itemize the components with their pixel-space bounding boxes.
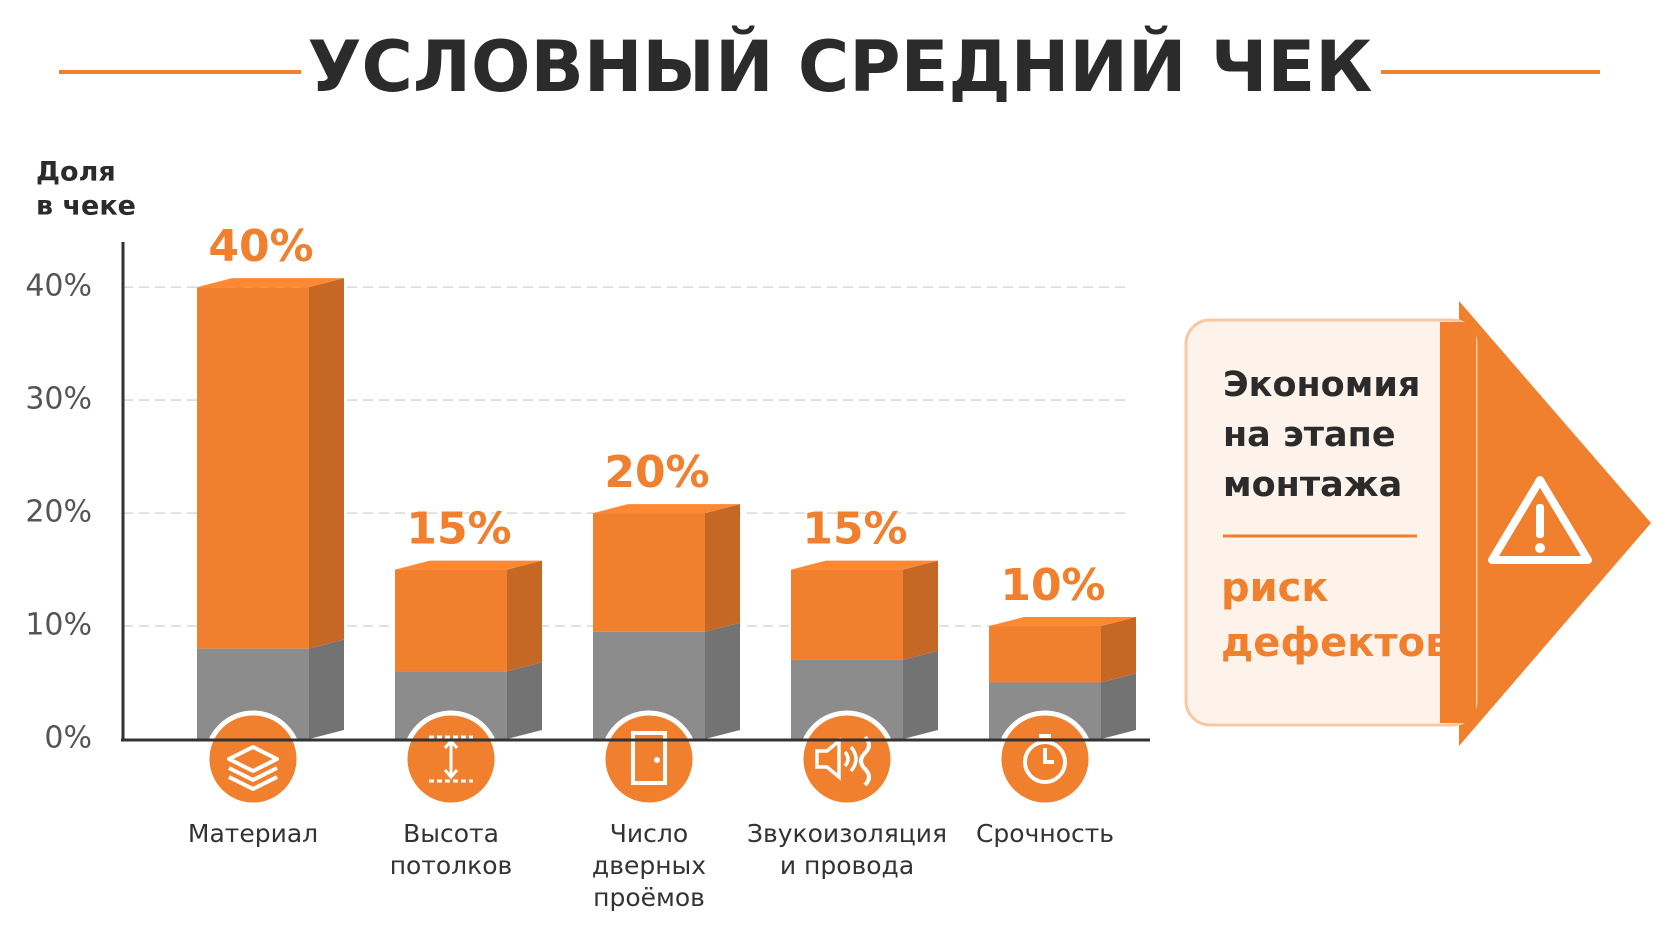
callout-arrow-body [1440, 322, 1476, 723]
y-axis-title: Доля [36, 157, 116, 188]
bar-segment-side [1101, 617, 1136, 683]
y-tick-label: 10% [25, 608, 92, 643]
callout-text: Экономия на этапе монтажа риск дефектов [1221, 365, 1450, 666]
bar-segment-side [507, 560, 542, 672]
category-icon-glyph [227, 745, 279, 791]
x-tick-label: и провода [780, 851, 914, 880]
x-tick-label: Звукоизоляция [747, 819, 947, 848]
chart-title: УСЛОВНЫЙ СРЕДНИЙ ЧЕК [308, 26, 1373, 108]
category-icon-glyph [631, 731, 667, 785]
y-tick-label: 0% [44, 721, 92, 756]
category-icon [204, 710, 302, 808]
bar-segment [197, 287, 309, 649]
bar-segment-side [507, 662, 542, 739]
x-tick-label: проёмов [593, 883, 705, 912]
category-icon-glyph [815, 735, 871, 787]
bar-top [989, 617, 1136, 627]
data-label: 15% [406, 504, 511, 555]
bar-segment-side [705, 504, 740, 632]
callout-highlight: риск [1221, 565, 1329, 611]
callout-arrow [1459, 301, 1651, 746]
callout-highlight: дефектов [1221, 620, 1450, 666]
x-tick-label: дверных [592, 851, 706, 880]
callout: Экономия на этапе монтажа риск дефектов [1184, 301, 1651, 746]
x-tick-label: Материал [188, 819, 318, 848]
bar-segment-side [705, 622, 740, 739]
data-label: 15% [802, 504, 907, 555]
x-tick-label: Срочность [976, 819, 1114, 848]
bar-segment [791, 569, 903, 660]
y-tick-label: 40% [25, 269, 92, 304]
x-tick-label: потолков [390, 851, 513, 880]
category-icon-glyph [1023, 734, 1067, 784]
bar-segment [593, 513, 705, 632]
data-label: 20% [604, 447, 709, 498]
x-tick-label: Высота [403, 819, 499, 848]
bar-segment-side [903, 560, 938, 660]
y-axis-title: в чеке [36, 191, 136, 222]
category-icon [600, 710, 698, 808]
plot: 0% 10% 20% 30% 40% 40% Материал 15% Высота потолк… [25, 221, 1136, 912]
y-tick-label: 20% [25, 495, 92, 530]
y-tick-label: 30% [25, 382, 92, 417]
bar-segment-side [309, 278, 344, 649]
bar-top [395, 560, 542, 570]
bar-segment-side [1101, 673, 1136, 739]
bar-top [593, 504, 740, 514]
data-label: 10% [1000, 560, 1105, 611]
callout-line: Экономия [1223, 365, 1420, 405]
bar-segment [989, 626, 1101, 683]
bar-top [197, 278, 344, 288]
data-label: 40% [208, 221, 313, 272]
bar-segment [395, 569, 507, 672]
bar-segment-side [903, 650, 938, 739]
callout-line: на этапе [1223, 415, 1396, 455]
bar-top [791, 560, 938, 570]
bar-segment-side [309, 639, 344, 739]
warning-icon [1488, 476, 1592, 564]
callout-line: монтажа [1223, 465, 1402, 505]
x-tick-label: Число [610, 819, 688, 848]
